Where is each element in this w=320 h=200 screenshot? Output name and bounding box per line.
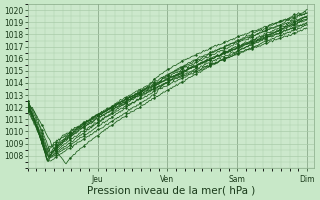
X-axis label: Pression niveau de la mer( hPa ): Pression niveau de la mer( hPa ) [87, 186, 255, 196]
